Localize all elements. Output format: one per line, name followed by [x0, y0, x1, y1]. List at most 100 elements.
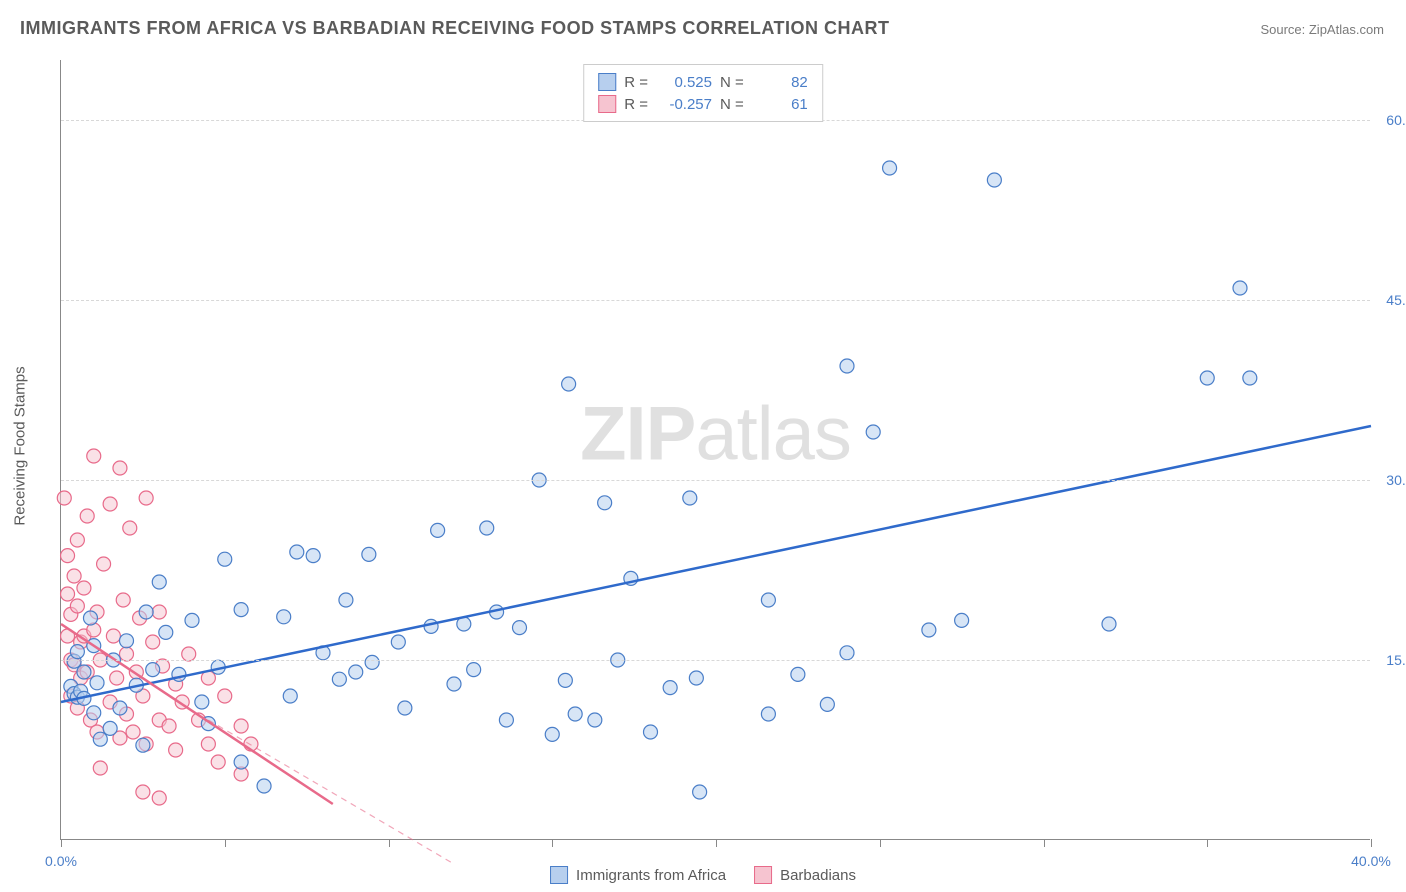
scatter-point-barbadian — [152, 605, 166, 619]
scatter-point-africa — [513, 621, 527, 635]
scatter-point-barbadian — [139, 491, 153, 505]
x-tick — [552, 839, 553, 847]
scatter-point-africa — [77, 665, 91, 679]
scatter-point-africa — [362, 547, 376, 561]
x-tick — [389, 839, 390, 847]
y-axis-label: Receiving Food Stamps — [12, 366, 29, 525]
scatter-point-barbadian — [113, 461, 127, 475]
scatter-point-africa — [257, 779, 271, 793]
scatter-point-africa — [467, 663, 481, 677]
x-tick — [1044, 839, 1045, 847]
x-tick-label: 0.0% — [45, 853, 77, 869]
gridline — [61, 300, 1370, 301]
scatter-point-africa — [761, 707, 775, 721]
scatter-point-barbadian — [201, 737, 215, 751]
scatter-point-africa — [644, 725, 658, 739]
scatter-point-africa — [113, 701, 127, 715]
scatter-point-africa — [955, 613, 969, 627]
scatter-point-africa — [588, 713, 602, 727]
swatch-blue-icon — [550, 866, 568, 884]
scatter-point-africa — [159, 625, 173, 639]
swatch-pink-icon — [754, 866, 772, 884]
y-tick-label: 45.0% — [1386, 292, 1406, 308]
stats-row-barbadians: R = -0.257 N = 61 — [598, 93, 808, 115]
scatter-point-africa — [1200, 371, 1214, 385]
gridline — [61, 480, 1370, 481]
scatter-point-africa — [146, 663, 160, 677]
scatter-point-africa — [987, 173, 1001, 187]
y-tick-label: 30.0% — [1386, 472, 1406, 488]
scatter-point-africa — [277, 610, 291, 624]
scatter-point-africa — [283, 689, 297, 703]
x-tick — [225, 839, 226, 847]
scatter-point-africa — [598, 496, 612, 510]
x-tick — [1207, 839, 1208, 847]
x-tick — [880, 839, 881, 847]
n-label: N = — [720, 96, 744, 113]
scatter-point-africa — [290, 545, 304, 559]
scatter-point-africa — [480, 521, 494, 535]
scatter-point-africa — [761, 593, 775, 607]
scatter-point-africa — [1102, 617, 1116, 631]
scatter-point-africa — [663, 681, 677, 695]
n-label: N = — [720, 74, 744, 91]
scatter-point-africa — [195, 695, 209, 709]
scatter-point-africa — [689, 671, 703, 685]
scatter-point-africa — [398, 701, 412, 715]
stats-row-africa: R = 0.525 N = 82 — [598, 71, 808, 93]
scatter-point-africa — [139, 605, 153, 619]
source-attribution: Source: ZipAtlas.com — [1260, 22, 1384, 37]
scatter-point-africa — [562, 377, 576, 391]
scatter-point-barbadian — [146, 635, 160, 649]
scatter-point-africa — [791, 667, 805, 681]
scatter-point-africa — [306, 549, 320, 563]
x-tick — [1371, 839, 1372, 847]
scatter-point-africa — [83, 611, 97, 625]
scatter-point-barbadian — [87, 449, 101, 463]
plot-area: ZIPatlas 15.0%30.0%45.0%60.0%0.0%40.0% — [60, 60, 1370, 840]
scatter-point-barbadian — [97, 557, 111, 571]
scatter-point-africa — [152, 575, 166, 589]
scatter-point-barbadian — [123, 521, 137, 535]
scatter-point-africa — [558, 673, 572, 687]
scatter-point-barbadian — [162, 719, 176, 733]
scatter-point-africa — [840, 646, 854, 660]
stats-legend: R = 0.525 N = 82 R = -0.257 N = 61 — [583, 64, 823, 122]
scatter-point-barbadian — [152, 791, 166, 805]
scatter-point-barbadian — [218, 689, 232, 703]
scatter-point-africa — [90, 676, 104, 690]
scatter-point-barbadian — [116, 593, 130, 607]
scatter-point-africa — [339, 593, 353, 607]
swatch-blue-icon — [598, 73, 616, 91]
scatter-point-africa — [545, 727, 559, 741]
scatter-point-barbadian — [103, 497, 117, 511]
r-label: R = — [624, 96, 648, 113]
x-tick — [61, 839, 62, 847]
r-value-barbadians: -0.257 — [656, 96, 712, 113]
scatter-point-africa — [103, 721, 117, 735]
scatter-point-africa — [1243, 371, 1257, 385]
scatter-point-barbadian — [120, 647, 134, 661]
y-tick-label: 15.0% — [1386, 652, 1406, 668]
r-label: R = — [624, 74, 648, 91]
scatter-point-africa — [87, 706, 101, 720]
scatter-point-africa — [922, 623, 936, 637]
legend-label-barbadians: Barbadians — [780, 867, 856, 884]
scatter-point-barbadian — [77, 581, 91, 595]
scatter-point-africa — [234, 603, 248, 617]
r-value-africa: 0.525 — [656, 74, 712, 91]
scatter-point-africa — [840, 359, 854, 373]
scatter-point-africa — [820, 697, 834, 711]
scatter-point-africa — [568, 707, 582, 721]
scatter-point-barbadian — [80, 509, 94, 523]
scatter-point-africa — [365, 655, 379, 669]
n-value-africa: 82 — [752, 74, 808, 91]
scatter-point-africa — [218, 552, 232, 566]
scatter-point-africa — [447, 677, 461, 691]
scatter-point-barbadian — [126, 725, 140, 739]
scatter-point-barbadian — [70, 533, 84, 547]
scatter-point-barbadian — [169, 743, 183, 757]
scatter-point-africa — [234, 755, 248, 769]
scatter-point-barbadian — [61, 549, 75, 563]
legend-item-africa: Immigrants from Africa — [550, 866, 726, 884]
